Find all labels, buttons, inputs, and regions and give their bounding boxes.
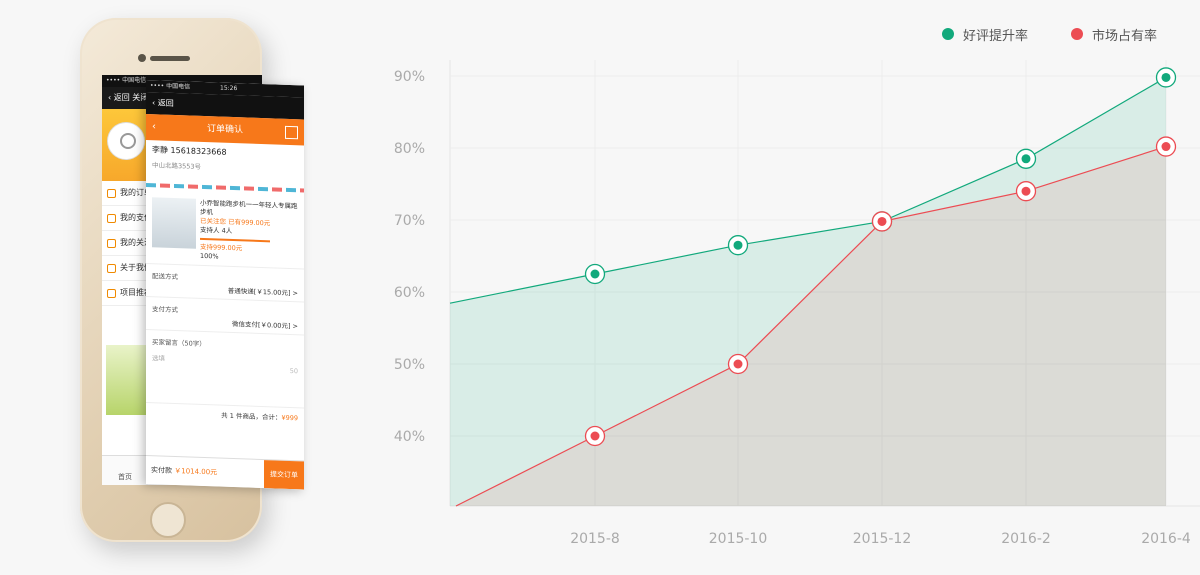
y-tick-label: 50% — [394, 357, 425, 373]
data-point-rating-core — [1021, 154, 1031, 164]
legend-swatch — [942, 28, 954, 40]
home-button — [150, 502, 186, 538]
data-point-share-core — [1021, 186, 1031, 196]
x-tick-label: 2016-2 — [1001, 531, 1051, 547]
x-tick-label: 2015-12 — [853, 531, 912, 547]
y-tick-label: 90% — [394, 69, 425, 85]
speaker-grill — [150, 56, 190, 61]
legend-swatch — [1071, 28, 1083, 40]
y-tick-label: 40% — [394, 429, 425, 445]
legend-item-share: 市场占有率 — [1071, 24, 1157, 44]
nav-close-link[interactable]: 关闭 — [132, 93, 149, 102]
data-point-share-core — [1161, 142, 1171, 152]
x-tick-label: 2015-8 — [570, 531, 620, 547]
series-area-rating — [450, 77, 1166, 506]
data-point-rating-core — [1161, 72, 1171, 82]
legend-label: 市场占有率 — [1092, 28, 1158, 44]
tab-home[interactable]: 首页 — [102, 455, 148, 485]
camera-icon — [138, 54, 146, 62]
series-area-share — [450, 146, 1166, 506]
legend-item-rating: 好评提升率 — [942, 24, 1028, 44]
data-point-share-core — [877, 216, 887, 226]
avatar[interactable] — [108, 123, 144, 159]
data-point-rating-core — [733, 240, 743, 250]
data-point-rating-core — [590, 269, 600, 279]
data-point-share-core — [590, 431, 600, 441]
x-tick-label: 2015-10 — [709, 531, 768, 547]
series-line-share — [455, 145, 1167, 507]
y-tick-label: 80% — [394, 141, 425, 157]
series-line-rating — [449, 76, 1167, 304]
user-icon — [120, 133, 136, 149]
y-tick-label: 70% — [394, 213, 425, 229]
data-point-share-core — [733, 359, 743, 369]
legend-label: 好评提升率 — [963, 28, 1029, 44]
x-tick-label: 2016-4 — [1141, 531, 1191, 547]
promo-banner[interactable] — [106, 345, 148, 415]
nav-back-link[interactable]: ‹ 返回 — [108, 93, 130, 102]
y-tick-label: 60% — [394, 285, 425, 301]
